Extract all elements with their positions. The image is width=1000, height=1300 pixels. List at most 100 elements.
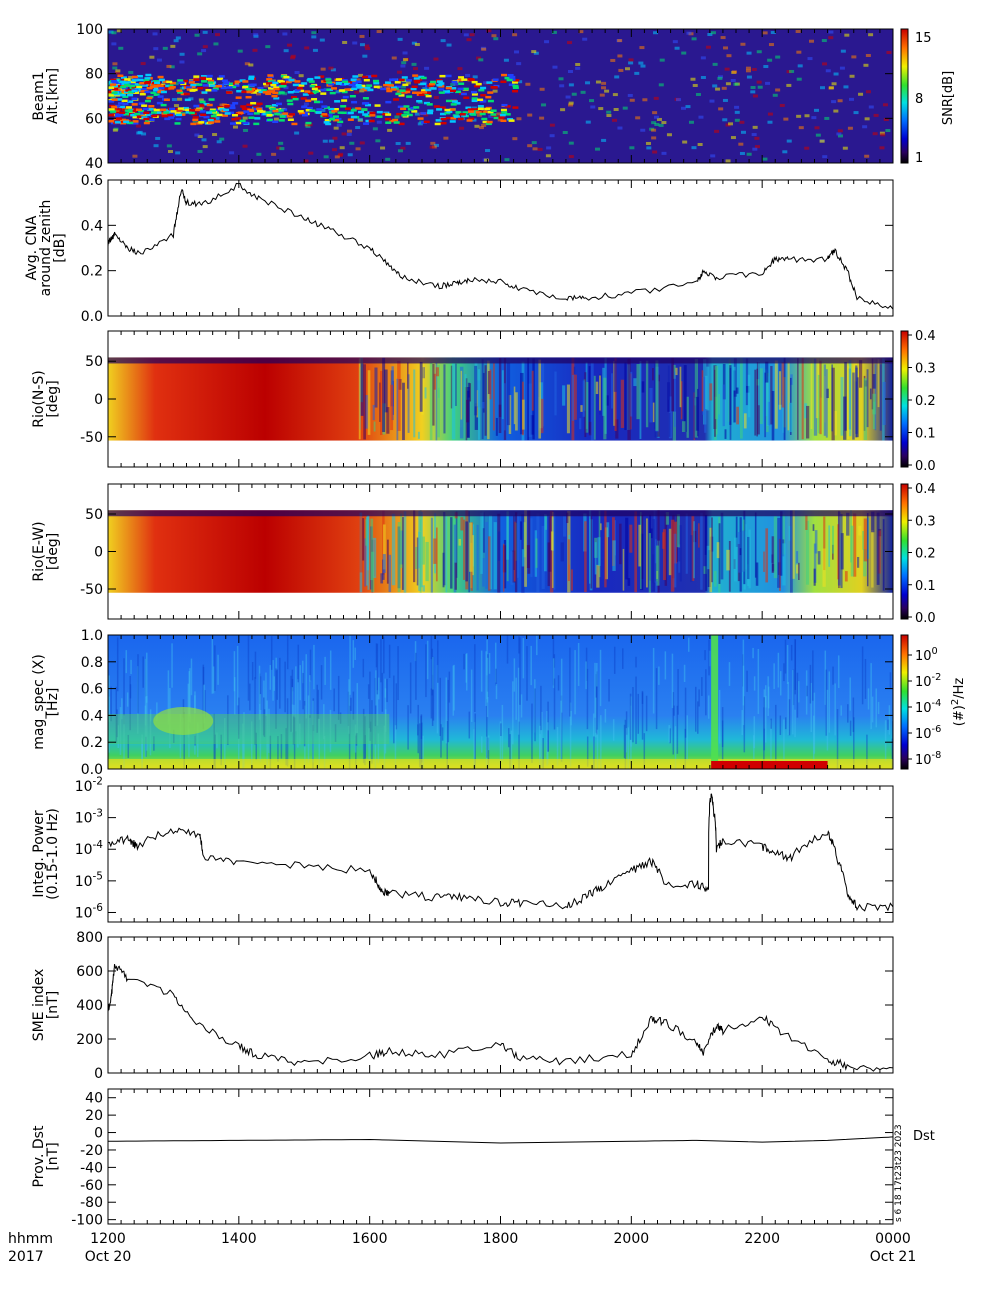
y-tick-label: 0.2 [81,264,103,280]
y-tick-label: 400 [76,998,103,1014]
y-tick-label: 80 [85,67,103,83]
colorbar-tick: 0.2 [915,547,936,562]
y-tick-label: 0.0 [81,309,103,325]
y-axis-label: Alt.[km] [45,68,61,124]
y-tick-label: -100 [71,1213,103,1229]
magspec-heatmap [108,635,893,769]
y-tick-label: 100 [76,22,103,38]
y-tick-label: -20 [80,1143,103,1159]
y-tick-label: 0 [94,1066,103,1082]
y-tick-label: 0 [94,545,103,561]
y-tick-label: 40 [85,1091,103,1107]
y-tick-label: 0.8 [81,655,103,671]
y-axis-label: [Hz] [45,688,61,717]
y-tick-label: 60 [85,111,103,127]
panel-frame [107,179,894,317]
magspec-colorbar [900,634,909,770]
colorbar-tick: 0.4 [915,482,936,497]
y-tick-label: 0 [94,1126,103,1142]
colorbar-tick: 100 [915,646,938,664]
colorbar-tick: 15 [915,31,932,46]
y-tick-label: 10-3 [75,807,103,826]
y-tick-label: 10-4 [75,839,104,858]
y-tick-label: 0 [94,392,103,408]
rio-heatmap-streaks [108,510,893,593]
colorbar-tick: 0.1 [915,427,936,442]
y-tick-label: 800 [76,930,103,946]
colorbar-tick: 0.3 [915,514,936,529]
x-tick-label: 1800 [483,1231,519,1247]
y-tick-label: 0.6 [81,173,103,189]
y-axis-label: mag_spec (X) [31,654,47,750]
y-tick-label: 50 [85,354,103,370]
colorbar-tick: 10-2 [915,672,941,690]
y-tick-label: 40 [85,156,103,172]
creation-stamp: s 6 18 17t23t23 2023 [894,1124,904,1222]
y-axis-label: SME index [31,969,47,1042]
y-tick-label: 200 [76,1032,103,1048]
y-tick-label: -60 [80,1178,103,1194]
x-row-header-hhmm: hhmm [8,1231,53,1247]
beam-heatmap-cells [108,29,892,163]
y-axis-label: Rio(E-W) [31,521,47,581]
y-tick-label: -50 [80,582,103,598]
y-axis-label: [deg] [45,380,61,417]
dst-line [107,1136,894,1144]
x-tick-label: 2200 [744,1231,780,1247]
colorbar-tick: 8 [915,92,923,107]
colorbar-tick: 0.2 [915,394,936,409]
y-tick-label: 0.4 [81,218,103,234]
x-tick-label: 1600 [352,1231,388,1247]
x-tick-label: 0000 [875,1231,911,1247]
rio-ew-colorbar [900,483,909,620]
y-axis-label: Rio(N-S) [31,370,47,428]
colorbar-tick: 0.0 [915,459,936,474]
integ-power-line [107,793,894,912]
y-tick-label: 10-5 [75,871,103,890]
x-tick-label: 1400 [221,1231,257,1247]
y-axis-label: [dB] [52,233,68,262]
y-tick-label: 10-6 [75,902,104,921]
colorbar-tick: 0.1 [915,579,936,594]
y-axis-label: [nT] [45,1142,61,1170]
y-tick-label: 600 [76,964,103,980]
y-axis-label: around zenith [38,200,54,297]
y-axis-label: Integ. Power [31,810,47,897]
y-tick-label: 20 [85,1108,103,1124]
y-tick-label: 1.0 [81,628,103,644]
y-tick-label: 0.4 [81,708,103,724]
y-tick-label: 0.6 [81,682,103,698]
x-date-end: Oct 21 [870,1249,916,1265]
colorbar-tick: 10-4 [915,698,941,716]
rio-heatmap-ew [108,510,893,593]
panel-frame [107,936,894,1074]
snr-colorbar-label: SNR[dB] [941,71,956,125]
y-axis-label: Prov. Dst [31,1125,47,1187]
colorbar-tick: 0.0 [915,611,936,626]
y-tick-label: 50 [85,507,103,523]
colorbar-tick: 1 [915,151,923,166]
sme-line [107,963,894,1072]
colorbar-tick: 10-8 [915,750,941,768]
snr-colorbar [900,28,909,164]
y-axis-label: [nT] [45,991,61,1019]
magspec-colorbar-label: (#)2/Hz [950,678,967,727]
colorbar-tick: 0.4 [915,329,936,344]
y-tick-label: 10-2 [75,776,103,795]
colorbar-tick: 0.3 [915,362,936,377]
rio-ns-colorbar [900,330,909,468]
x-tick-label: 2000 [614,1231,650,1247]
y-axis-label: Beam1 [31,71,47,120]
panel-frame [107,1088,894,1225]
x-row-header-year: 2017 [8,1249,44,1265]
colorbar-tick: 10-6 [915,724,941,742]
y-tick-label: 0.0 [81,762,103,778]
cna-line [107,182,894,310]
y-tick-label: -80 [80,1195,103,1211]
y-tick-label: -50 [80,430,103,446]
y-tick-label: 0.2 [81,735,103,751]
y-axis-label: [deg] [45,533,61,570]
y-axis-label: Avg. CNA [24,215,40,280]
y-axis-label: (0.15-1.0 Hz) [45,808,61,900]
